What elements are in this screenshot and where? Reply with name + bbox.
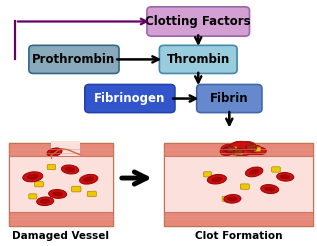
FancyBboxPatch shape bbox=[29, 194, 37, 199]
Text: Clot Formation: Clot Formation bbox=[195, 231, 282, 241]
Ellipse shape bbox=[47, 148, 62, 156]
Ellipse shape bbox=[50, 150, 59, 154]
Ellipse shape bbox=[255, 147, 266, 155]
FancyBboxPatch shape bbox=[197, 84, 262, 113]
Text: Prothrombin: Prothrombin bbox=[32, 53, 116, 66]
Ellipse shape bbox=[233, 148, 244, 154]
FancyBboxPatch shape bbox=[35, 182, 43, 187]
Ellipse shape bbox=[61, 165, 79, 174]
Text: Fibrinogen: Fibrinogen bbox=[94, 92, 165, 105]
Bar bbox=[9, 143, 113, 156]
Ellipse shape bbox=[41, 199, 50, 203]
Ellipse shape bbox=[228, 197, 237, 201]
FancyBboxPatch shape bbox=[272, 167, 280, 172]
Bar bbox=[164, 213, 313, 226]
Bar bbox=[9, 156, 113, 213]
Ellipse shape bbox=[261, 184, 279, 194]
Ellipse shape bbox=[84, 177, 94, 182]
Bar bbox=[9, 143, 113, 226]
Ellipse shape bbox=[23, 172, 43, 182]
FancyBboxPatch shape bbox=[147, 7, 249, 36]
Ellipse shape bbox=[221, 144, 238, 154]
Text: Thrombin: Thrombin bbox=[167, 53, 230, 66]
FancyBboxPatch shape bbox=[254, 147, 261, 151]
FancyBboxPatch shape bbox=[85, 84, 175, 113]
FancyBboxPatch shape bbox=[72, 186, 81, 192]
Ellipse shape bbox=[27, 174, 38, 179]
Text: Fibrin: Fibrin bbox=[210, 92, 249, 105]
Ellipse shape bbox=[220, 148, 232, 156]
Ellipse shape bbox=[265, 187, 275, 191]
Bar bbox=[164, 156, 313, 213]
FancyBboxPatch shape bbox=[240, 184, 249, 189]
Text: Damaged Vessel: Damaged Vessel bbox=[12, 231, 109, 241]
FancyBboxPatch shape bbox=[235, 150, 243, 155]
Bar bbox=[9, 213, 113, 226]
FancyBboxPatch shape bbox=[247, 145, 255, 150]
Bar bbox=[164, 143, 313, 226]
Ellipse shape bbox=[245, 167, 263, 177]
Bar bbox=[9, 143, 113, 226]
Bar bbox=[164, 143, 313, 156]
Ellipse shape bbox=[240, 141, 256, 151]
Ellipse shape bbox=[223, 146, 236, 153]
Bar bbox=[50, 141, 80, 157]
Ellipse shape bbox=[246, 145, 262, 155]
Bar bbox=[164, 143, 313, 226]
Ellipse shape bbox=[277, 172, 294, 181]
Ellipse shape bbox=[49, 189, 67, 198]
Ellipse shape bbox=[231, 141, 246, 151]
FancyBboxPatch shape bbox=[87, 191, 96, 197]
Ellipse shape bbox=[224, 195, 241, 203]
FancyBboxPatch shape bbox=[47, 165, 55, 169]
Ellipse shape bbox=[37, 197, 54, 206]
Text: Clotting Factors: Clotting Factors bbox=[146, 15, 251, 28]
Ellipse shape bbox=[245, 145, 257, 151]
Ellipse shape bbox=[80, 174, 98, 184]
FancyBboxPatch shape bbox=[29, 45, 119, 74]
FancyBboxPatch shape bbox=[159, 45, 237, 74]
Ellipse shape bbox=[249, 169, 259, 174]
Ellipse shape bbox=[228, 141, 256, 156]
FancyBboxPatch shape bbox=[204, 172, 212, 177]
Ellipse shape bbox=[65, 168, 75, 171]
FancyBboxPatch shape bbox=[228, 147, 237, 152]
Ellipse shape bbox=[212, 177, 222, 182]
Ellipse shape bbox=[281, 175, 290, 179]
Ellipse shape bbox=[53, 192, 62, 196]
FancyBboxPatch shape bbox=[222, 196, 230, 201]
Ellipse shape bbox=[207, 174, 226, 184]
